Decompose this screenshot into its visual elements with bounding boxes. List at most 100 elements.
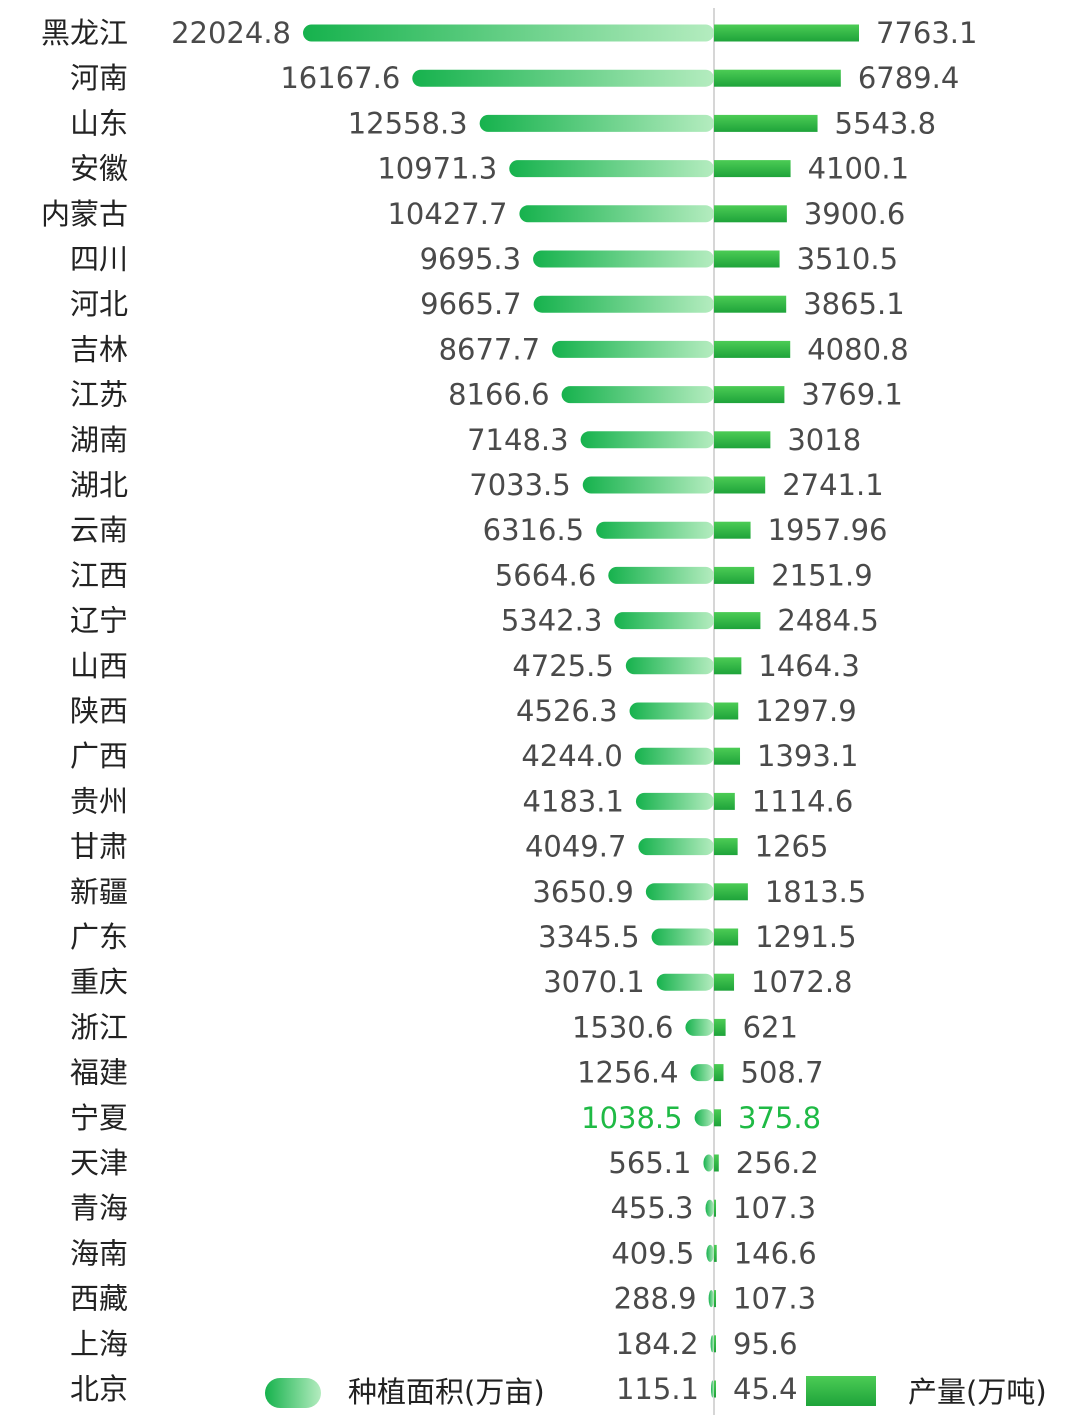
area-bar [625, 657, 714, 675]
output-bar [714, 431, 771, 449]
output-bar [714, 1109, 722, 1127]
output-bar [714, 928, 739, 946]
output-value-label: 1813.5 [765, 875, 866, 909]
chart-row: 天津 565.1 256.2 [70, 1146, 819, 1180]
output-bar [714, 1380, 716, 1398]
output-bar [714, 114, 818, 132]
area-bar [552, 340, 714, 358]
category-label: 吉林 [70, 332, 128, 366]
area-bar [708, 1290, 714, 1308]
category-label: 宁夏 [70, 1101, 128, 1135]
output-bar [714, 1154, 719, 1172]
output-value-label: 7763.1 [876, 16, 977, 50]
category-label: 陕西 [70, 694, 128, 728]
area-bar [645, 883, 714, 901]
chart-row: 广东 3345.5 1291.5 [70, 920, 857, 954]
area-bar [303, 24, 714, 42]
area-value-label: 455.3 [610, 1191, 693, 1225]
area-value-label: 4183.1 [522, 784, 623, 818]
area-bar [509, 160, 714, 178]
chart-row: 浙江 1530.6 621 [70, 1010, 798, 1044]
category-label: 上海 [70, 1327, 128, 1361]
output-value-label: 95.6 [733, 1327, 798, 1361]
area-value-label: 1530.6 [572, 1010, 673, 1044]
output-value-label: 1291.5 [755, 920, 856, 954]
chart-row: 新疆 3650.9 1813.5 [70, 875, 866, 909]
output-bar [714, 1290, 717, 1308]
category-label: 甘肃 [70, 830, 128, 864]
area-bar [412, 69, 714, 87]
area-value-label: 3345.5 [538, 920, 639, 954]
chart-row: 山西 4725.5 1464.3 [70, 649, 860, 683]
output-value-label: 508.7 [741, 1056, 824, 1090]
output-bar [714, 1199, 717, 1217]
output-value-label: 375.8 [738, 1101, 821, 1135]
area-bar [582, 476, 714, 494]
output-bar [714, 1064, 724, 1082]
legend-item-output: 产量(万吨) [806, 1375, 1047, 1409]
area-value-label: 9665.7 [420, 287, 521, 321]
output-value-label: 107.3 [733, 1191, 816, 1225]
chart-row: 江苏 8166.6 3769.1 [70, 378, 903, 412]
area-bar [690, 1064, 714, 1082]
area-value-label: 4049.7 [525, 830, 626, 864]
category-label: 西藏 [70, 1282, 128, 1316]
category-label: 黑龙江 [41, 16, 128, 50]
chart-row: 安徽 10971.3 4100.1 [70, 152, 909, 186]
category-label: 安徽 [70, 152, 128, 186]
output-bar [714, 883, 748, 901]
output-value-label: 2151.9 [771, 558, 872, 592]
chart-row: 内蒙古 10427.7 3900.6 [41, 197, 905, 231]
chart-row: 河南 16167.6 6789.4 [70, 61, 959, 95]
output-value-label: 256.2 [736, 1146, 819, 1180]
chart-row: 云南 6316.5 1957.96 [70, 513, 888, 547]
output-bar [714, 521, 751, 539]
output-value-label: 1393.1 [757, 739, 858, 773]
area-bar [703, 1154, 714, 1172]
category-label: 湖南 [70, 423, 128, 457]
area-bar [651, 928, 714, 946]
area-bar [608, 566, 714, 584]
area-bar [656, 973, 714, 991]
output-value-label: 107.3 [733, 1282, 816, 1316]
area-bar [694, 1109, 714, 1127]
area-bar [635, 792, 714, 810]
area-value-label: 10427.7 [387, 197, 507, 231]
category-label: 广东 [70, 920, 128, 954]
legend-label-area: 种植面积(万亩) [348, 1375, 545, 1409]
output-value-label: 3510.5 [797, 242, 898, 276]
output-bar [714, 657, 742, 675]
area-value-label: 8677.7 [439, 332, 540, 366]
chart-row: 吉林 8677.7 4080.8 [70, 332, 909, 366]
area-bar [614, 612, 714, 630]
output-bar [714, 566, 755, 584]
output-bar [714, 973, 735, 991]
output-bar [714, 340, 791, 358]
chart-row: 重庆 3070.1 1072.8 [70, 965, 853, 999]
area-value-label: 8166.6 [448, 378, 549, 412]
output-bar [714, 24, 859, 42]
chart-row: 北京 115.1 45.4 [70, 1372, 798, 1406]
chart-row: 青海 455.3 107.3 [70, 1191, 816, 1225]
area-value-label: 22024.8 [171, 16, 291, 50]
chart-row: 湖南 7148.3 3018 [70, 423, 861, 457]
category-label: 河南 [70, 61, 128, 95]
area-bar [479, 114, 714, 132]
category-label: 北京 [70, 1372, 128, 1406]
area-value-label: 1256.4 [577, 1056, 678, 1090]
chart-row: 四川 9695.3 3510.5 [70, 242, 898, 276]
output-value-label: 1957.96 [768, 513, 888, 547]
output-bar [714, 1018, 726, 1036]
area-bar [710, 1335, 714, 1353]
category-label: 福建 [70, 1056, 128, 1090]
area-bar [533, 250, 714, 268]
output-bar [714, 1335, 716, 1353]
area-bar [596, 521, 714, 539]
area-value-label: 16167.6 [280, 61, 400, 95]
chart-row: 江西 5664.6 2151.9 [70, 558, 873, 592]
area-bar [634, 747, 714, 765]
area-bar [685, 1018, 714, 1036]
output-bar [714, 69, 841, 87]
chart-row: 广西 4244.0 1393.1 [70, 739, 859, 773]
